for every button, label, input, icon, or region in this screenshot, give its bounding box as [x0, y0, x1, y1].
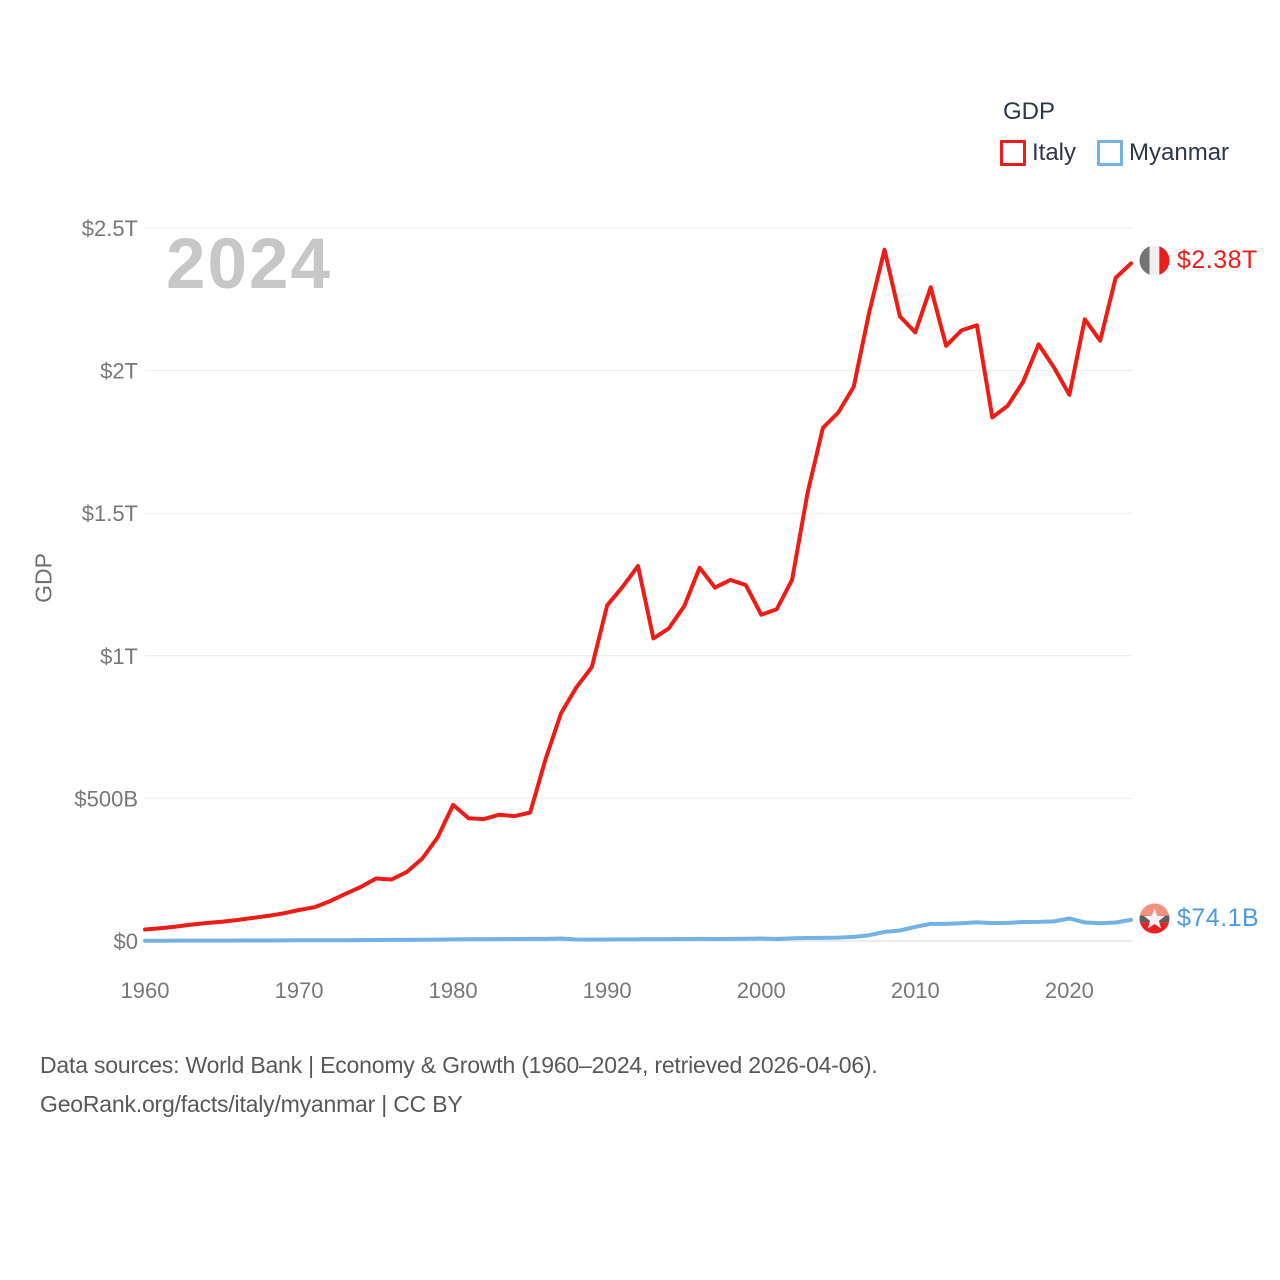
x-axis-tick-label: 2020 — [1045, 978, 1094, 1003]
y-axis-tick-label: $1T — [100, 644, 138, 669]
x-axis-tick-label: 1960 — [121, 978, 170, 1003]
italy-end-label: $2.38T — [1139, 245, 1258, 276]
italy-flag-icon — [1139, 245, 1170, 276]
legend-label-myanmar: Myanmar — [1129, 139, 1230, 166]
legend-item-myanmar[interactable]: Myanmar — [1097, 139, 1229, 167]
y-axis-tick-label: $2T — [100, 359, 138, 384]
chart-legend: GDP Italy Myanmar — [1000, 98, 1229, 167]
year-watermark: 2024 — [166, 225, 332, 304]
italy-series-swatch-icon — [1000, 140, 1026, 166]
x-axis-tick-label: 1980 — [429, 978, 478, 1003]
series-line-italy — [143, 247, 1133, 932]
y-axis-title: GDP — [30, 553, 57, 603]
italy-end-value: $2.38T — [1177, 246, 1258, 274]
legend-label-italy: Italy — [1032, 139, 1077, 166]
license-line: GeoRank.org/facts/italy/myanmar | CC BY — [40, 1091, 463, 1117]
myanmar-series-swatch-icon — [1097, 140, 1124, 166]
legend-item-italy[interactable]: Italy — [1000, 139, 1076, 167]
x-axis-tick-label: 1970 — [275, 978, 324, 1003]
myanmar-flag-icon — [1139, 903, 1170, 934]
y-axis-tick-label: $2.5T — [82, 216, 138, 241]
y-axis-tick-label: $500B — [74, 786, 138, 811]
x-axis-tick-label: 2010 — [891, 978, 940, 1003]
myanmar-end-label: $74.1B — [1139, 903, 1259, 934]
source-attribution: Data sources: World Bank | Economy & Gro… — [40, 1046, 878, 1124]
myanmar-end-value: $74.1B — [1177, 904, 1260, 932]
x-axis-tick-label: 2000 — [737, 978, 786, 1003]
series-line-myanmar — [143, 916, 1133, 943]
x-axis-tick-label: 1990 — [583, 978, 632, 1003]
y-axis-tick-label: $0 — [114, 929, 138, 954]
legend-title: GDP — [1003, 98, 1056, 125]
data-source-line: Data sources: World Bank | Economy & Gro… — [40, 1052, 878, 1078]
y-axis-tick-label: $1.5T — [82, 501, 138, 526]
